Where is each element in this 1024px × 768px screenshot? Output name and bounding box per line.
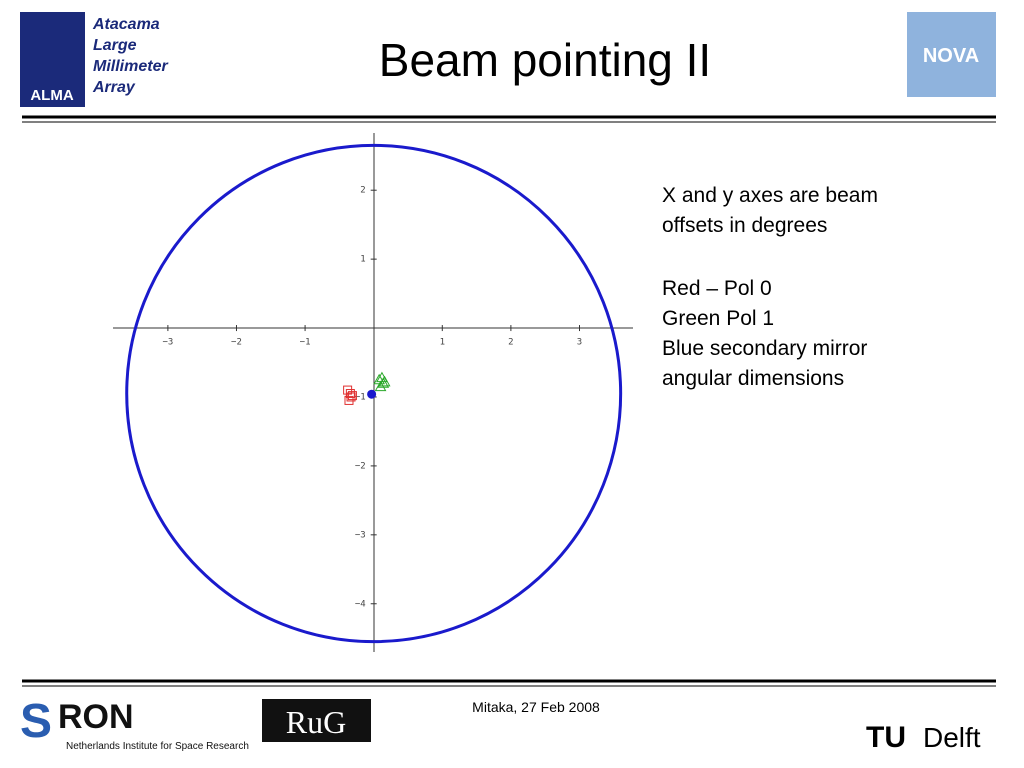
alma-line: Millimeter (93, 58, 168, 75)
y-tick-label: −2 (355, 461, 366, 471)
y-tick-label: −1 (355, 392, 366, 402)
sron-rest: RON (58, 698, 134, 736)
footer-date: Mitaka, 27 Feb 2008 (472, 699, 600, 715)
alma-line: Array (92, 79, 136, 96)
point (344, 395, 354, 405)
y-tick-label: 2 (360, 186, 365, 196)
x-tick-label: 2 (508, 338, 513, 348)
point (346, 392, 356, 402)
tu-logo: TU (866, 721, 906, 754)
x-tick-label: −3 (162, 338, 173, 348)
x-tick-label: 3 (577, 338, 582, 348)
alma-line: Large (93, 37, 137, 54)
nova-logo: NOVA (923, 45, 979, 67)
point (345, 389, 355, 399)
delft-logo: Delft (923, 722, 981, 753)
rug-logo: RuG (286, 704, 346, 740)
nova-logo-bg (907, 12, 996, 97)
note-line: Blue secondary mirror (662, 337, 867, 360)
y-tick-label: −3 (355, 530, 366, 540)
note-line: X and y axes are beam (662, 184, 878, 207)
sron-caption: Netherlands Institute for Space Research (66, 741, 249, 752)
x-tick-label: −1 (300, 338, 311, 348)
x-tick-label: 1 (440, 338, 445, 348)
alma-line: Atacama (92, 16, 160, 33)
rug-bg (262, 699, 371, 742)
mirror-circle (125, 143, 623, 644)
point (378, 375, 391, 387)
note-line: offsets in degrees (662, 214, 827, 237)
point (347, 391, 357, 401)
alma-badge-bg (20, 12, 85, 107)
y-tick-label: 1 (360, 255, 365, 265)
alma-badge: ALMA (30, 87, 73, 104)
title: Beam pointing II (379, 34, 711, 86)
y-tick-label: −4 (355, 599, 366, 609)
x-tick-label: −2 (231, 338, 242, 348)
note-line: angular dimensions (662, 367, 844, 390)
note-line: Red – Pol 0 (662, 277, 772, 300)
note-line: Green Pol 1 (662, 307, 774, 330)
point (343, 385, 353, 395)
sron-initial: S (20, 695, 52, 748)
point (367, 389, 377, 399)
